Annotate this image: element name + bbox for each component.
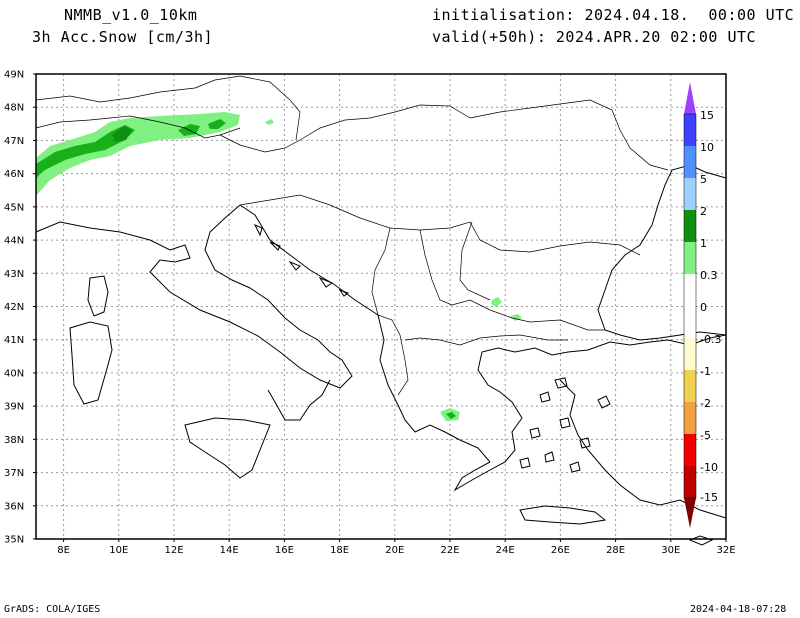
lon-label: 32E (716, 545, 735, 556)
snow-alps-dark (36, 125, 135, 178)
latitude-axis: 49N 48N 47N 46N 45N 44N 43N 42N 41N 40N 39N 38N 37N 3… (4, 70, 36, 546)
lat-label: 41N (4, 335, 24, 346)
field-title: 3h Acc.Snow [cm/3h] (32, 28, 214, 46)
coastline-greece (453, 347, 569, 492)
lon-label: 14E (220, 545, 239, 556)
colorbar-segment-neg5 (684, 434, 696, 466)
colorbar-label: -15 (700, 491, 718, 504)
colorbar-segment-03 (684, 274, 696, 306)
lat-label: 46N (4, 169, 24, 180)
lon-label: 12E (164, 545, 183, 556)
lat-label: 43N (4, 269, 24, 280)
colorbar-segment-15 (684, 114, 696, 146)
lon-label: 16E (275, 545, 294, 556)
colorbar-label: 10 (700, 141, 714, 154)
colorbar-segment-10 (684, 146, 696, 178)
init-time: initialisation: 2024.04.18. 00:00 UTC (432, 6, 795, 24)
lat-label: 48N (4, 103, 24, 114)
lat-label: 44N (4, 236, 24, 247)
border-danube (239, 194, 641, 256)
lat-label: 37N (4, 468, 24, 479)
coastlines (35, 164, 727, 546)
border-alps (35, 115, 241, 139)
snow-spot-greece-dark (446, 412, 456, 419)
colorbar-label: -10 (700, 461, 718, 474)
coastline-dalmatia-islands (253, 224, 350, 297)
colorbar-segment-neg1 (684, 370, 696, 402)
lon-label: 30E (661, 545, 680, 556)
snow-spot-north (265, 119, 274, 125)
border-north (35, 75, 301, 141)
snow-fields (36, 112, 522, 421)
colorbar-segment-1 (684, 242, 696, 274)
valid-time: valid(+50h): 2024.APR.20 02:00 UTC (432, 28, 757, 46)
colorbar-segment-neg03 (684, 338, 696, 370)
colorbar-segment-neg2 (684, 402, 696, 434)
coastline-italy (35, 204, 353, 389)
coastline-sardinia (69, 321, 113, 405)
coastline-aegean-islands (519, 377, 611, 473)
lon-label: 24E (496, 545, 515, 556)
lat-label: 39N (4, 402, 24, 413)
lat-label: 35N (4, 535, 24, 546)
colorbar-label: 2 (700, 205, 707, 218)
border-greece-north (404, 334, 568, 346)
footer-grads: GrADS: COLA/IGES (4, 604, 101, 615)
model-title: NMMB_v1.0_10km (64, 6, 198, 24)
colorbar-bottom-arrow (684, 498, 696, 528)
lon-label: 10E (109, 545, 128, 556)
lat-label: 47N (4, 136, 24, 147)
colorbar-segment-0 (684, 306, 696, 338)
coastline-adriatic-east (239, 204, 491, 463)
colorbar-label: 15 (700, 109, 714, 122)
lon-label: 20E (385, 545, 404, 556)
lat-label: 36N (4, 501, 24, 512)
colorbar-top-arrow (684, 82, 696, 114)
coastline-blacksea (597, 164, 727, 341)
coastline-sicily (184, 417, 271, 479)
colorbar-label: -0.3 (700, 333, 721, 346)
coastline-calabria (267, 379, 331, 421)
colorbar-label: -5 (700, 429, 711, 442)
snow-spot-balkans-1 (491, 297, 502, 307)
snow-alps-east (178, 119, 226, 136)
lat-label: 42N (4, 302, 24, 313)
borders (35, 75, 669, 396)
colorbar-label: 0.3 (700, 269, 718, 282)
colorbar-label: -1 (700, 365, 711, 378)
colorbar-label: -2 (700, 397, 711, 410)
lat-label: 49N (4, 70, 24, 81)
coastline-cyprus (688, 535, 714, 546)
colorbar-outline (683, 113, 697, 499)
lon-label: 26E (551, 545, 570, 556)
coastline-turkey (559, 334, 727, 519)
lon-label: 18E (330, 545, 349, 556)
footer-timestamp: 2024-04-18-07:28 (690, 604, 787, 615)
border-albania (377, 314, 409, 396)
colorbar: 15 10 5 2 1 0.3 0 -0.3 -1 -2 -5 -10 -15 (683, 82, 721, 528)
colorbar-label: 1 (700, 237, 707, 250)
longitude-axis: 8E 10E 12E 14E 16E 18E 20E 22E 24E 26E 28E 30E 32E (57, 539, 736, 556)
coastline-crete (519, 505, 607, 525)
colorbar-segment-neg10 (684, 466, 696, 498)
lon-label: 8E (57, 545, 70, 556)
lon-label: 28E (606, 545, 625, 556)
colorbar-segment-2 (684, 210, 696, 242)
lat-label: 40N (4, 368, 24, 379)
lon-label: 22E (440, 545, 459, 556)
border-central (219, 104, 471, 153)
snow-alps-core (112, 126, 132, 142)
colorbar-segment-5 (684, 178, 696, 210)
lat-label: 38N (4, 435, 24, 446)
border-balkans (371, 221, 605, 331)
border-carpathian (469, 99, 669, 171)
colorbar-label: 5 (700, 173, 707, 186)
colorbar-label: 0 (700, 301, 707, 314)
lat-label: 45N (4, 202, 24, 213)
coastline-corsica (87, 275, 109, 317)
